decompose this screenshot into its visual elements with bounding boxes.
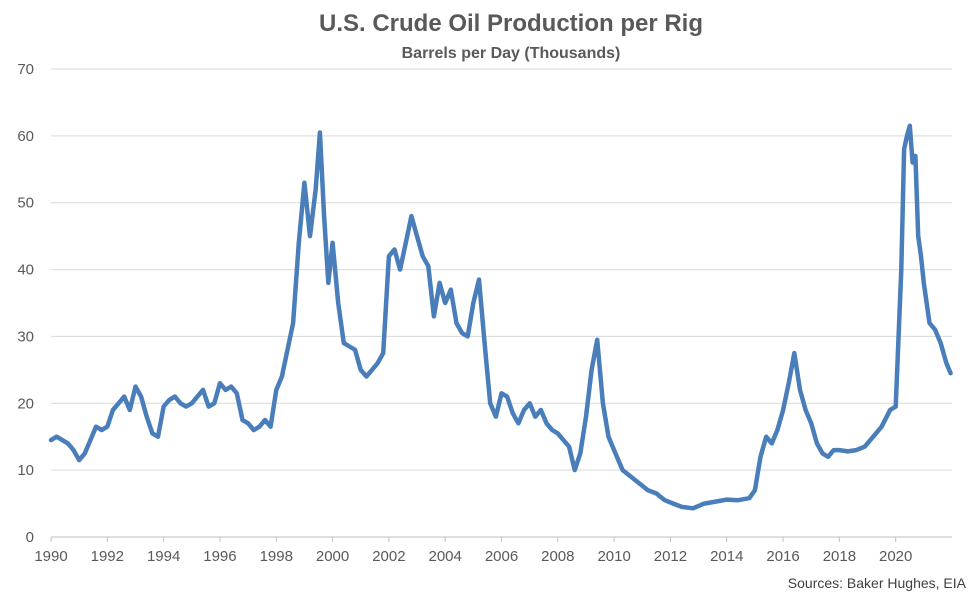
x-tick-label: 1998 [260,548,293,565]
x-tick-label: 1996 [203,548,236,565]
y-tick-label: 10 [17,462,34,479]
x-tick-label: 2006 [485,548,518,565]
y-tick-label: 20 [17,395,34,412]
x-tick-label: 1994 [147,548,180,565]
chart-subtitle: Barrels per Day (Thousands) [402,45,621,62]
chart-title: U.S. Crude Oil Production per Rig [319,10,703,37]
x-tick-label: 2010 [597,548,630,565]
y-tick-label: 70 [17,61,34,78]
x-tick-label: 2004 [429,548,462,565]
x-axis-ticks: 1990 1992 1994 1996 1998 2000 2002 2004 2006 2008… [34,537,912,565]
gridlines [51,68,952,471]
y-tick-label: 0 [26,529,34,546]
x-tick-label: 2018 [823,548,856,565]
source-note: Sources: Baker Hughes, EIA [788,575,967,591]
y-tick-label: 40 [17,262,34,279]
x-tick-label: 1990 [34,548,67,565]
y-axis-ticks: 0 10 20 30 40 50 60 70 [17,61,34,546]
y-tick-label: 30 [17,328,34,345]
y-tick-label: 50 [17,195,34,212]
series-line-production-per-rig [48,123,953,511]
x-tick-label: 2012 [654,548,687,565]
x-tick-label: 1992 [91,548,124,565]
y-tick-label: 60 [17,128,34,145]
x-tick-label: 2000 [316,548,349,565]
x-tick-label: 2016 [766,548,799,565]
x-tick-label: 2002 [372,548,405,565]
x-tick-label: 2014 [710,548,743,565]
x-tick-label: 2020 [879,548,912,565]
x-tick-label: 2008 [541,548,574,565]
